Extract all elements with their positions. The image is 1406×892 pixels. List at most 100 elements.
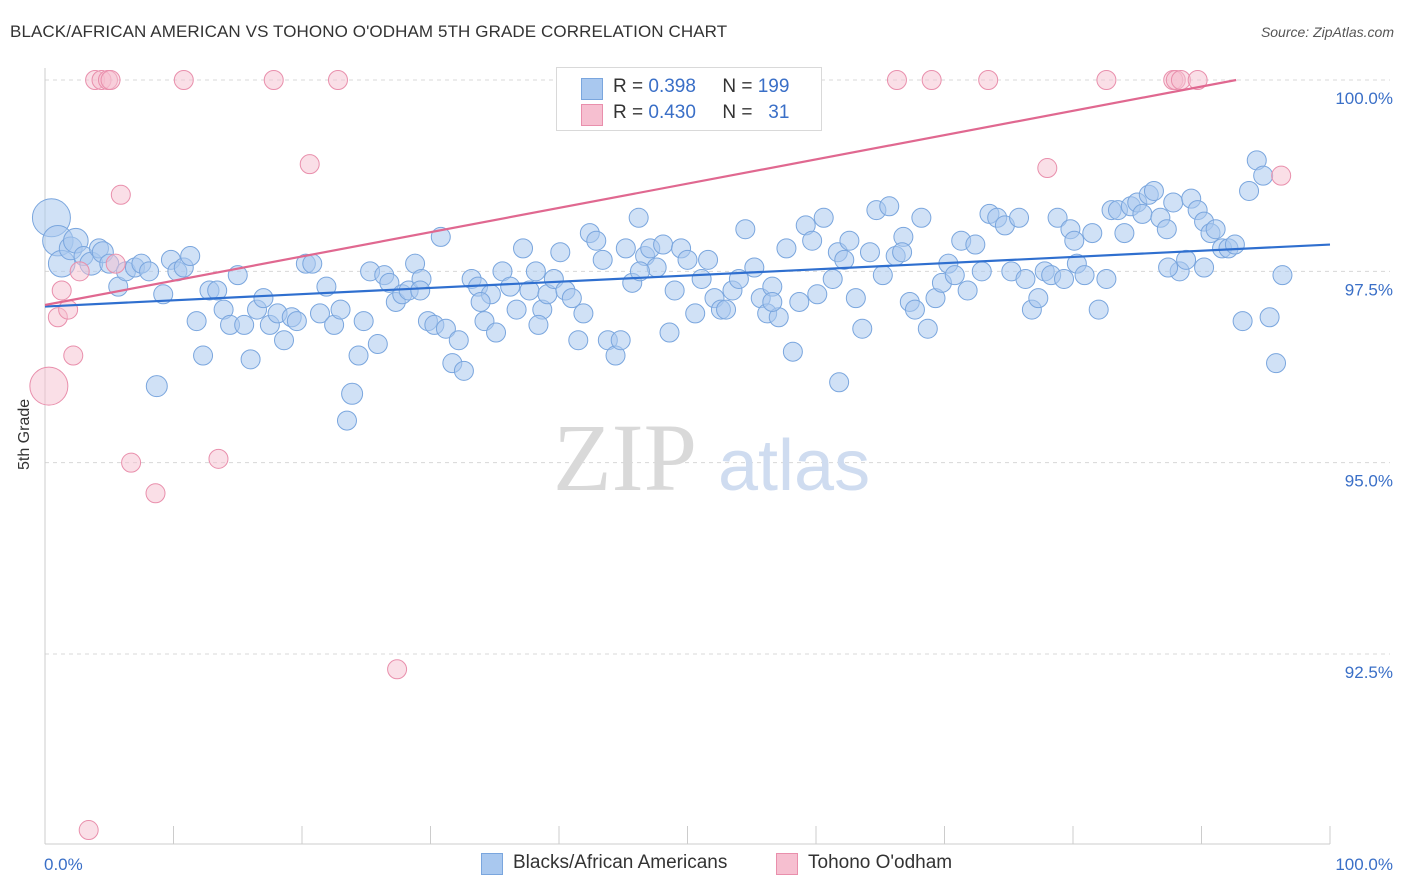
point-blacks: [1224, 234, 1245, 255]
point-blacks: [1009, 207, 1030, 228]
point-blacks: [153, 284, 174, 305]
point-blacks: [139, 261, 160, 282]
point-blacks: [615, 238, 636, 259]
point-blacks: [286, 311, 307, 332]
x-tick-label-max: 100.0%: [1335, 855, 1393, 874]
point-blacks: [628, 207, 649, 228]
point-blacks: [330, 299, 351, 320]
point-blacks: [892, 242, 913, 263]
point-blacks: [911, 207, 932, 228]
point-blacks: [145, 375, 168, 398]
legend-pink-n-value: 31: [768, 102, 790, 123]
point-blacks: [470, 291, 491, 312]
point-tohono: [387, 659, 408, 680]
point-blacks: [568, 330, 589, 351]
tick-labels: 92.5% 95.0% 97.5% 100.0% 0.0% 100.0%: [44, 89, 1393, 874]
point-blacks: [309, 303, 330, 324]
point-blacks: [193, 345, 214, 366]
point-blacks: [944, 265, 965, 286]
point-blacks: [1096, 268, 1117, 289]
point-tohono: [173, 70, 194, 90]
point-blacks: [822, 268, 843, 289]
point-blacks: [1259, 307, 1280, 328]
point-blacks: [813, 207, 834, 228]
point-blacks: [735, 219, 756, 240]
point-blacks: [1266, 353, 1287, 374]
point-blacks: [829, 372, 850, 393]
legend-pink-n-label: N =: [722, 102, 753, 123]
point-blacks: [448, 330, 469, 351]
series-legend-swatch-blue: [481, 853, 503, 875]
point-blacks: [1028, 288, 1049, 309]
point-blacks: [646, 257, 667, 278]
point-tohono: [299, 154, 320, 175]
point-blacks: [629, 261, 650, 282]
point-tohono: [263, 70, 284, 90]
point-blacks: [1232, 311, 1253, 332]
point-blacks: [1074, 265, 1095, 286]
point-blacks: [807, 284, 828, 305]
point-blacks: [592, 249, 613, 270]
point-blacks: [1253, 165, 1274, 186]
point-blacks: [859, 242, 880, 263]
point-blacks: [500, 276, 521, 297]
point-blacks: [1015, 268, 1036, 289]
point-blacks: [782, 341, 803, 362]
point-blacks: [1239, 180, 1260, 201]
point-tohono: [105, 253, 126, 274]
point-tohono: [1037, 158, 1058, 179]
point-blacks: [698, 249, 719, 270]
point-blacks: [367, 334, 388, 355]
point-blacks: [348, 345, 369, 366]
point-tohono: [51, 280, 72, 301]
point-tohono: [78, 820, 99, 841]
point-tohono: [121, 452, 142, 473]
point-blacks: [802, 230, 823, 251]
point-blacks: [762, 291, 783, 312]
point-blacks: [839, 230, 860, 251]
point-blacks: [1176, 249, 1197, 270]
point-tohono: [145, 483, 166, 504]
point-blacks: [1064, 230, 1085, 251]
point-blacks: [789, 291, 810, 312]
point-blacks: [879, 196, 900, 217]
legend-pink-r-value: 0.430: [648, 102, 696, 123]
point-blacks: [302, 253, 323, 274]
point-blacks: [586, 230, 607, 251]
point-blacks: [253, 288, 274, 309]
point-tohono: [1187, 70, 1208, 90]
point-blacks: [659, 322, 680, 343]
trend-line-tohono: [44, 78, 1237, 307]
point-blacks: [1194, 257, 1215, 278]
point-blacks: [852, 318, 873, 339]
point-blacks: [845, 288, 866, 309]
point-blacks: [561, 288, 582, 309]
point-blacks: [716, 299, 737, 320]
legend-blue-n-value: 199: [757, 76, 790, 97]
point-blacks: [1163, 192, 1184, 213]
point-tohono: [1170, 70, 1191, 90]
stats-legend: R = 0.398 N = 199 R = 0.430 N = 31: [556, 67, 822, 131]
watermark-atlas: atlas: [718, 426, 870, 506]
point-tohono: [63, 345, 84, 366]
point-tohono: [100, 70, 121, 90]
point-blacks: [316, 276, 337, 297]
point-tohono: [327, 70, 348, 90]
point-blacks: [207, 280, 228, 301]
point-blacks: [528, 314, 549, 335]
y-tick-label: 97.5%: [1345, 280, 1393, 299]
point-blacks: [550, 242, 571, 263]
point-blacks: [379, 272, 400, 293]
series-blacks-points: [31, 150, 1293, 431]
point-blacks: [971, 261, 992, 282]
point-blacks: [685, 303, 706, 324]
point-tohono: [208, 448, 229, 469]
legend-swatch-blue: [581, 78, 603, 100]
point-blacks: [653, 234, 674, 255]
point-blacks: [872, 265, 893, 286]
point-blacks: [776, 238, 797, 259]
series-legend-label-tohono: Tohono O'odham: [808, 852, 953, 873]
point-tohono: [29, 366, 69, 406]
point-blacks: [917, 318, 938, 339]
